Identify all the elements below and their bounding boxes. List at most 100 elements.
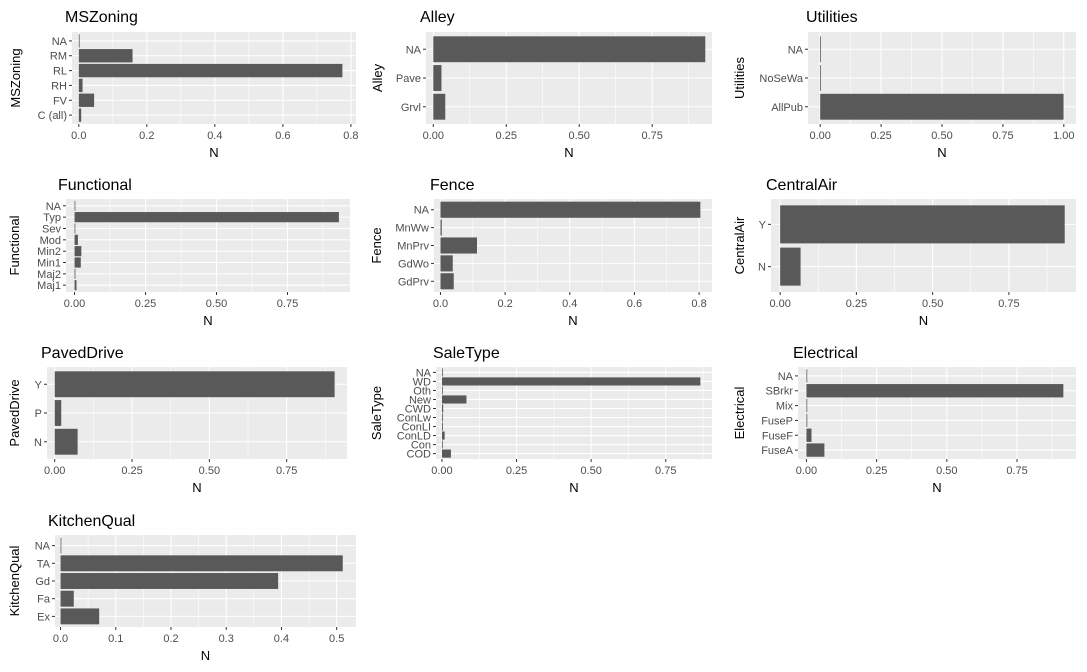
bar-Typ xyxy=(74,212,339,223)
bar-GdWo xyxy=(440,255,453,272)
y-tick-label: NA xyxy=(406,44,422,56)
bar-NA xyxy=(441,368,443,377)
y-tick-label: COD xyxy=(407,449,432,461)
y-tick-label: N xyxy=(34,437,42,449)
bar-Gd xyxy=(60,573,279,589)
x-tick-label: 0.25 xyxy=(506,465,527,477)
y-tick-label: Typ xyxy=(43,212,61,224)
x-tick-label: 0.75 xyxy=(655,465,676,477)
x-axis-label: N xyxy=(203,313,212,328)
bar-Pave xyxy=(433,65,442,91)
x-axis-label: N xyxy=(564,145,573,160)
facet-alley: Grvl Pave NA 0.00 0.25 0.50 0.75 Alley N Alley xyxy=(370,9,712,160)
bar-New xyxy=(441,395,467,404)
facet-paveddrive: N P Y 0.00 0.25 0.50 0.75 PavedDrive N PavedDrive xyxy=(7,345,347,495)
bar-FuseP xyxy=(806,413,808,428)
bar-NA xyxy=(820,36,821,63)
bar-N xyxy=(780,247,801,286)
x-tick-label: 0.4 xyxy=(274,633,289,645)
bar-Y xyxy=(780,205,1065,244)
x-tick-label: 0.00 xyxy=(44,465,65,477)
panel-title: Fence xyxy=(430,177,475,194)
panel-title: PavedDrive xyxy=(41,345,124,362)
y-tick-label: New xyxy=(409,394,431,406)
bar-P xyxy=(54,400,62,426)
bar-NA xyxy=(78,34,80,48)
x-tick-label: 1.00 xyxy=(1053,130,1074,142)
y-axis-label: Functional xyxy=(7,215,22,275)
bar-RH xyxy=(78,78,83,93)
bar-FV xyxy=(78,93,95,107)
y-tick-label: Grvl xyxy=(401,102,421,114)
y-tick-label: NA xyxy=(46,201,62,213)
x-tick-label: 0.00 xyxy=(423,130,444,142)
facet-mszoning: C (all) FV RH RL RM NA 0.0 0.2 0.4 0.6 0.8 MSZoning… xyxy=(8,9,359,160)
y-tick-label: Gd xyxy=(35,576,50,588)
bar-Sev xyxy=(74,223,76,234)
facet-utilities: AllPub NoSeWa NA 0.00 0.25 0.50 0.75 1.00 Utilit… xyxy=(732,9,1076,160)
bar-AllPub xyxy=(820,93,1064,120)
bar-C (all) xyxy=(78,108,82,122)
y-tick-label: Fa xyxy=(37,594,51,606)
bar-NA xyxy=(433,36,706,63)
y-tick-label: NA xyxy=(35,541,51,553)
x-tick-label: 0.8 xyxy=(343,130,358,142)
x-tick-label: 0.2 xyxy=(497,298,512,310)
x-axis-label: N xyxy=(919,313,928,328)
y-tick-label: SBrkr xyxy=(766,386,794,398)
bar-Maj2 xyxy=(74,268,76,279)
y-tick-label: Min2 xyxy=(37,246,61,258)
y-tick-label: FuseP xyxy=(761,415,793,427)
y-tick-label: RM xyxy=(50,51,67,63)
y-tick-label: GdPrv xyxy=(398,276,430,288)
y-tick-label: Sev xyxy=(42,223,61,235)
x-tick-label: 0.00 xyxy=(796,465,817,477)
x-tick-label: 0.25 xyxy=(870,130,891,142)
y-tick-label: Mix xyxy=(776,401,794,413)
x-tick-label: 0.4 xyxy=(562,298,577,310)
bar-GdPrv xyxy=(440,273,454,290)
y-tick-label: Maj1 xyxy=(37,280,61,292)
y-tick-label: NA xyxy=(778,371,794,383)
x-axis-label: N xyxy=(937,145,946,160)
y-tick-label: MnPrv xyxy=(397,241,429,253)
x-tick-label: 0.75 xyxy=(641,130,662,142)
x-tick-label: 0.75 xyxy=(277,298,298,310)
x-tick-label: 0.00 xyxy=(431,465,452,477)
panel-title: KitchenQual xyxy=(48,513,135,530)
x-tick-label: 0.50 xyxy=(931,130,952,142)
bar-ConLI xyxy=(441,422,443,431)
y-axis-label: SaleType xyxy=(369,386,384,440)
bar-FuseF xyxy=(806,428,812,442)
x-axis-label: N xyxy=(192,480,201,495)
y-axis-label: Utilities xyxy=(732,57,747,99)
x-tick-label: 0.6 xyxy=(627,298,642,310)
y-tick-label: N xyxy=(758,262,766,274)
y-tick-label: GdWo xyxy=(398,258,429,270)
x-tick-label: 0.3 xyxy=(219,633,234,645)
x-tick-label: 0.00 xyxy=(64,298,85,310)
x-tick-label: 0.50 xyxy=(936,465,957,477)
y-tick-label: RH xyxy=(51,80,67,92)
x-tick-label: 0.1 xyxy=(108,633,123,645)
bar-SBrkr xyxy=(806,384,1064,398)
bar-Min2 xyxy=(74,246,82,257)
facet-fence: GdPrv GdWo MnPrv MnWw NA 0.0 0.2 0.4 0.6 0.8 Fence… xyxy=(369,177,712,328)
y-axis-label: Electrical xyxy=(732,387,747,440)
x-tick-label: 0.0 xyxy=(71,130,86,142)
bar-Mix xyxy=(806,398,808,413)
y-tick-label: FuseA xyxy=(761,445,793,457)
bar-TA xyxy=(60,555,343,572)
x-tick-label: 0.2 xyxy=(163,633,178,645)
panel-title: Electrical xyxy=(793,345,858,362)
x-tick-label: 0.4 xyxy=(207,130,222,142)
y-tick-label: TA xyxy=(37,558,51,570)
x-tick-label: 0.00 xyxy=(809,130,830,142)
y-axis-label: MSZoning xyxy=(8,48,23,107)
y-tick-label: Min1 xyxy=(37,258,61,270)
panel-background xyxy=(72,32,356,124)
bar-WD xyxy=(441,377,701,386)
x-tick-label: 0.2 xyxy=(139,130,154,142)
bar-MnWw xyxy=(440,219,442,236)
